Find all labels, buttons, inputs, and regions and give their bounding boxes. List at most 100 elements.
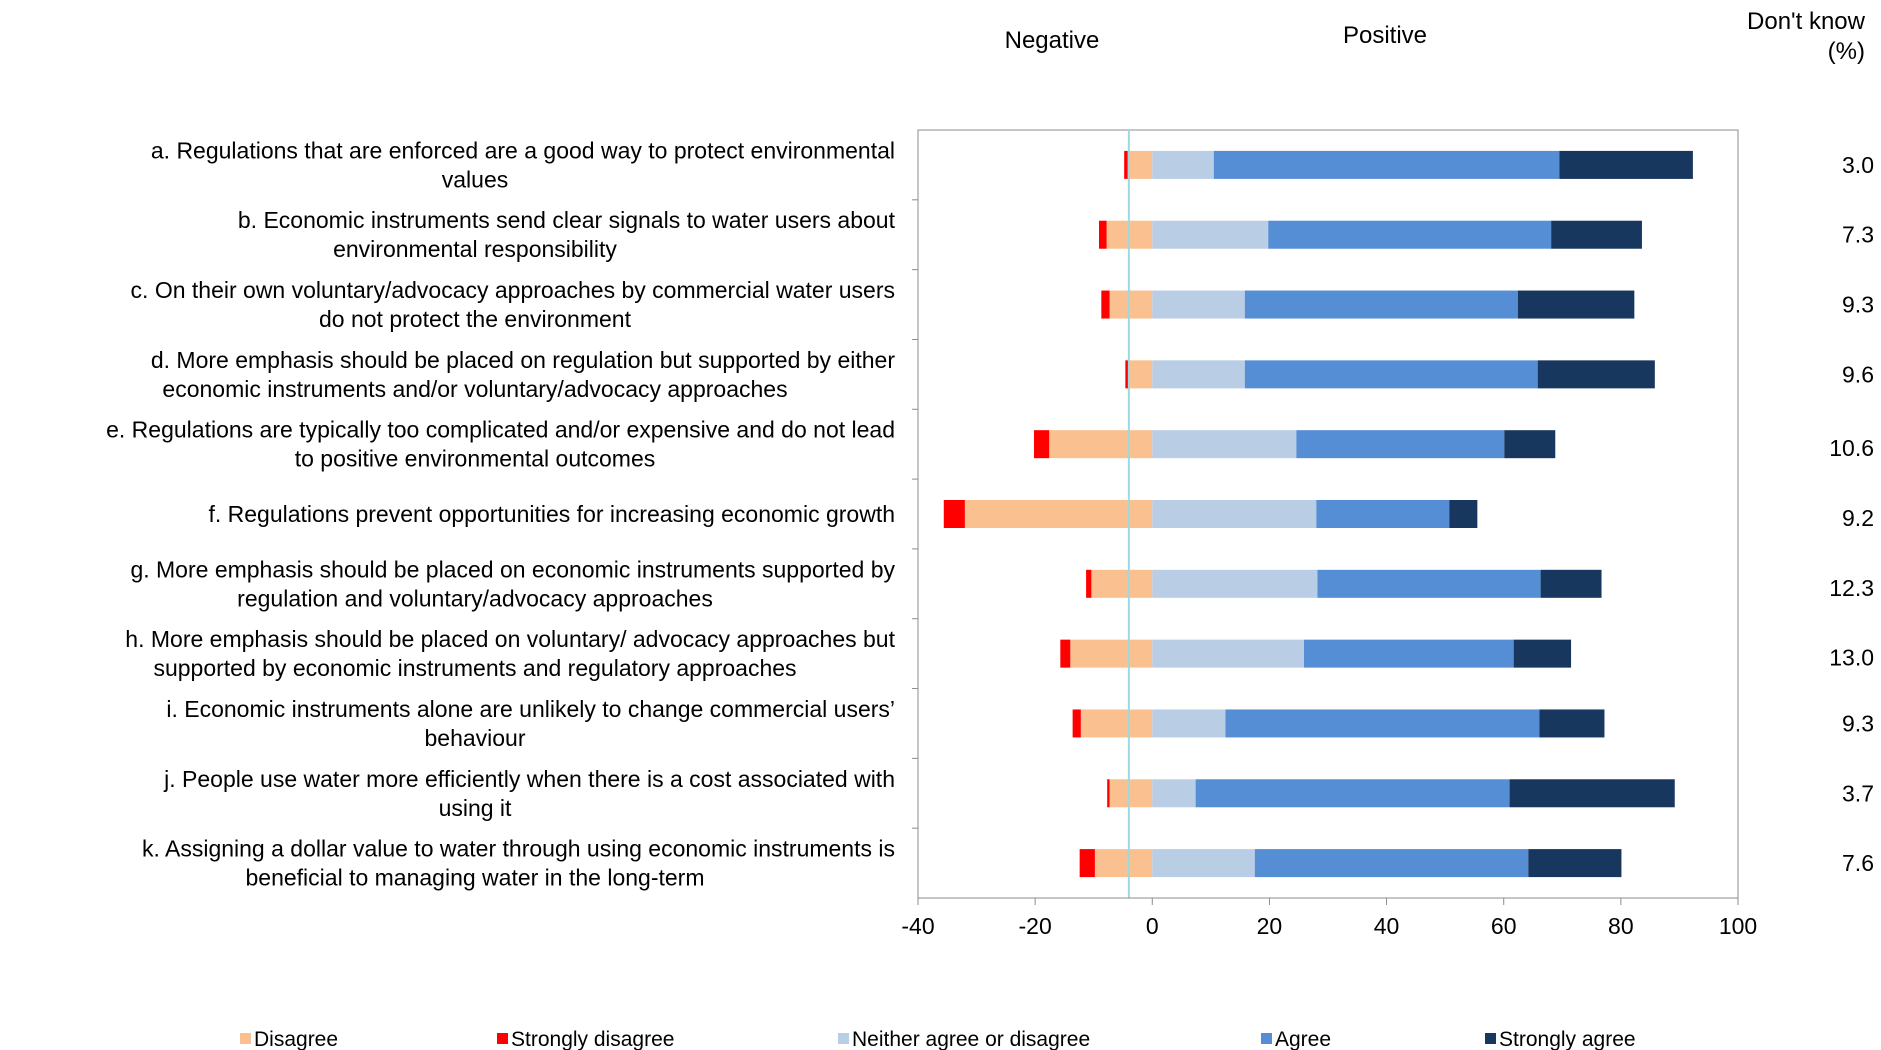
bar-agree-9 [1195, 779, 1510, 808]
bar-neither-agree-or-disagree-3 [1152, 360, 1245, 389]
bar-strongly-agree-0 [1559, 150, 1693, 179]
category-label: environmental responsibility [333, 236, 617, 262]
header-positive: Positive [1343, 22, 1427, 49]
bar-strongly-agree-3 [1537, 360, 1655, 389]
bar-strongly-disagree-9 [1107, 779, 1110, 808]
bar-agree-10 [1254, 849, 1529, 878]
bar-strongly-disagree-5 [943, 500, 965, 528]
dont-know-value: 9.6 [1842, 361, 1874, 387]
category-label: supported by economic instruments and re… [153, 655, 796, 681]
bar-agree-1 [1268, 220, 1552, 249]
bar-neither-agree-or-disagree-7 [1152, 639, 1304, 668]
bar-strongly-disagree-2 [1101, 290, 1110, 319]
legend-swatch-3 [1261, 1033, 1272, 1044]
bar-neither-agree-or-disagree-9 [1152, 779, 1196, 808]
category-label: behaviour [424, 725, 525, 751]
dont-know-value: 7.3 [1842, 222, 1874, 248]
category-label: using it [439, 795, 512, 821]
bar-disagree-0 [1127, 150, 1153, 179]
bar-neither-agree-or-disagree-10 [1152, 849, 1255, 878]
bar-neither-agree-or-disagree-4 [1152, 430, 1297, 459]
bar-agree-5 [1316, 500, 1450, 528]
bar-strongly-agree-4 [1504, 430, 1556, 459]
category-label: b. Economic instruments send clear signa… [238, 207, 896, 233]
bar-neither-agree-or-disagree-8 [1152, 709, 1226, 738]
x-tick-label: 20 [1257, 913, 1283, 939]
bar-agree-4 [1296, 430, 1505, 459]
legend-label: Strongly agree [1499, 1028, 1636, 1050]
bar-agree-7 [1303, 639, 1514, 668]
x-tick-label: 80 [1608, 913, 1634, 939]
bar-strongly-agree-8 [1539, 709, 1605, 738]
bar-strongly-disagree-3 [1125, 360, 1129, 389]
category-label: d. More emphasis should be placed on reg… [151, 347, 895, 373]
category-label: f. Regulations prevent opportunities for… [208, 501, 895, 527]
x-tick-label: -40 [901, 913, 934, 939]
bar-disagree-10 [1094, 849, 1153, 878]
legend-swatch-0 [240, 1033, 251, 1044]
x-tick-label: -20 [1019, 913, 1052, 939]
bar-strongly-disagree-10 [1079, 849, 1095, 878]
x-tick-label: 100 [1719, 913, 1757, 939]
category-label: a. Regulations that are enforced are a g… [151, 137, 895, 163]
category-label: regulation and voluntary/advocacy approa… [237, 585, 713, 611]
bar-strongly-agree-5 [1449, 500, 1478, 528]
header-negative: Negative [1005, 27, 1100, 54]
legend-label: Disagree [254, 1028, 338, 1050]
bar-strongly-disagree-7 [1060, 639, 1071, 668]
category-label: c. On their own voluntary/advocacy appro… [131, 277, 895, 303]
category-label: economic instruments and/or voluntary/ad… [162, 376, 787, 402]
bar-neither-agree-or-disagree-0 [1152, 150, 1214, 179]
legend-swatch-1 [497, 1033, 508, 1044]
legend-swatch-4 [1485, 1033, 1496, 1044]
bar-agree-0 [1213, 150, 1560, 179]
dont-know-value: 10.6 [1829, 435, 1874, 461]
header-dont-know-unit: (%) [1828, 38, 1865, 65]
bar-strongly-agree-6 [1540, 569, 1602, 598]
bar-disagree-5 [964, 500, 1153, 528]
dont-know-value: 9.3 [1842, 292, 1874, 318]
bar-strongly-disagree-6 [1086, 569, 1092, 598]
x-tick-label: 40 [1374, 913, 1400, 939]
bar-agree-2 [1244, 290, 1518, 319]
bar-disagree-3 [1128, 360, 1153, 389]
bar-disagree-2 [1109, 290, 1153, 319]
legend-label: Neither agree or disagree [852, 1028, 1090, 1050]
category-label: beneficial to managing water in the long… [246, 865, 705, 891]
bar-strongly-agree-7 [1513, 639, 1572, 668]
bar-neither-agree-or-disagree-6 [1152, 569, 1318, 598]
legend-label: Strongly disagree [511, 1028, 674, 1050]
bar-strongly-agree-10 [1528, 849, 1622, 878]
dont-know-value: 3.7 [1842, 780, 1874, 806]
legend-label: Agree [1275, 1028, 1331, 1050]
bar-strongly-disagree-8 [1072, 709, 1081, 738]
bar-strongly-disagree-0 [1124, 150, 1128, 179]
bar-neither-agree-or-disagree-1 [1152, 220, 1269, 249]
dont-know-value: 13.0 [1829, 645, 1874, 671]
bar-strongly-disagree-1 [1098, 220, 1107, 249]
dont-know-value: 3.0 [1842, 152, 1874, 178]
category-label: h. More emphasis should be placed on vol… [125, 626, 895, 652]
category-label: values [442, 166, 508, 192]
bar-strongly-agree-2 [1517, 290, 1635, 319]
bar-agree-8 [1225, 709, 1540, 738]
bar-neither-agree-or-disagree-2 [1152, 290, 1245, 319]
category-label: e. Regulations are typically too complic… [106, 417, 895, 443]
bar-disagree-8 [1080, 709, 1153, 738]
bar-disagree-7 [1070, 639, 1153, 668]
category-label: g. More emphasis should be placed on eco… [130, 556, 895, 582]
dont-know-value: 9.3 [1842, 710, 1874, 736]
bar-agree-3 [1244, 360, 1538, 389]
bar-strongly-agree-9 [1509, 779, 1675, 808]
legend-swatch-2 [838, 1033, 849, 1044]
header-dont-know: Don't know [1747, 8, 1866, 35]
bar-disagree-4 [1049, 430, 1153, 459]
bar-agree-6 [1317, 569, 1541, 598]
category-label: j. People use water more efficiently whe… [163, 766, 895, 792]
dont-know-value: 7.6 [1842, 850, 1874, 876]
x-tick-label: 60 [1491, 913, 1517, 939]
dont-know-value: 12.3 [1829, 575, 1874, 601]
bar-strongly-agree-1 [1551, 220, 1642, 249]
bar-disagree-6 [1091, 569, 1153, 598]
